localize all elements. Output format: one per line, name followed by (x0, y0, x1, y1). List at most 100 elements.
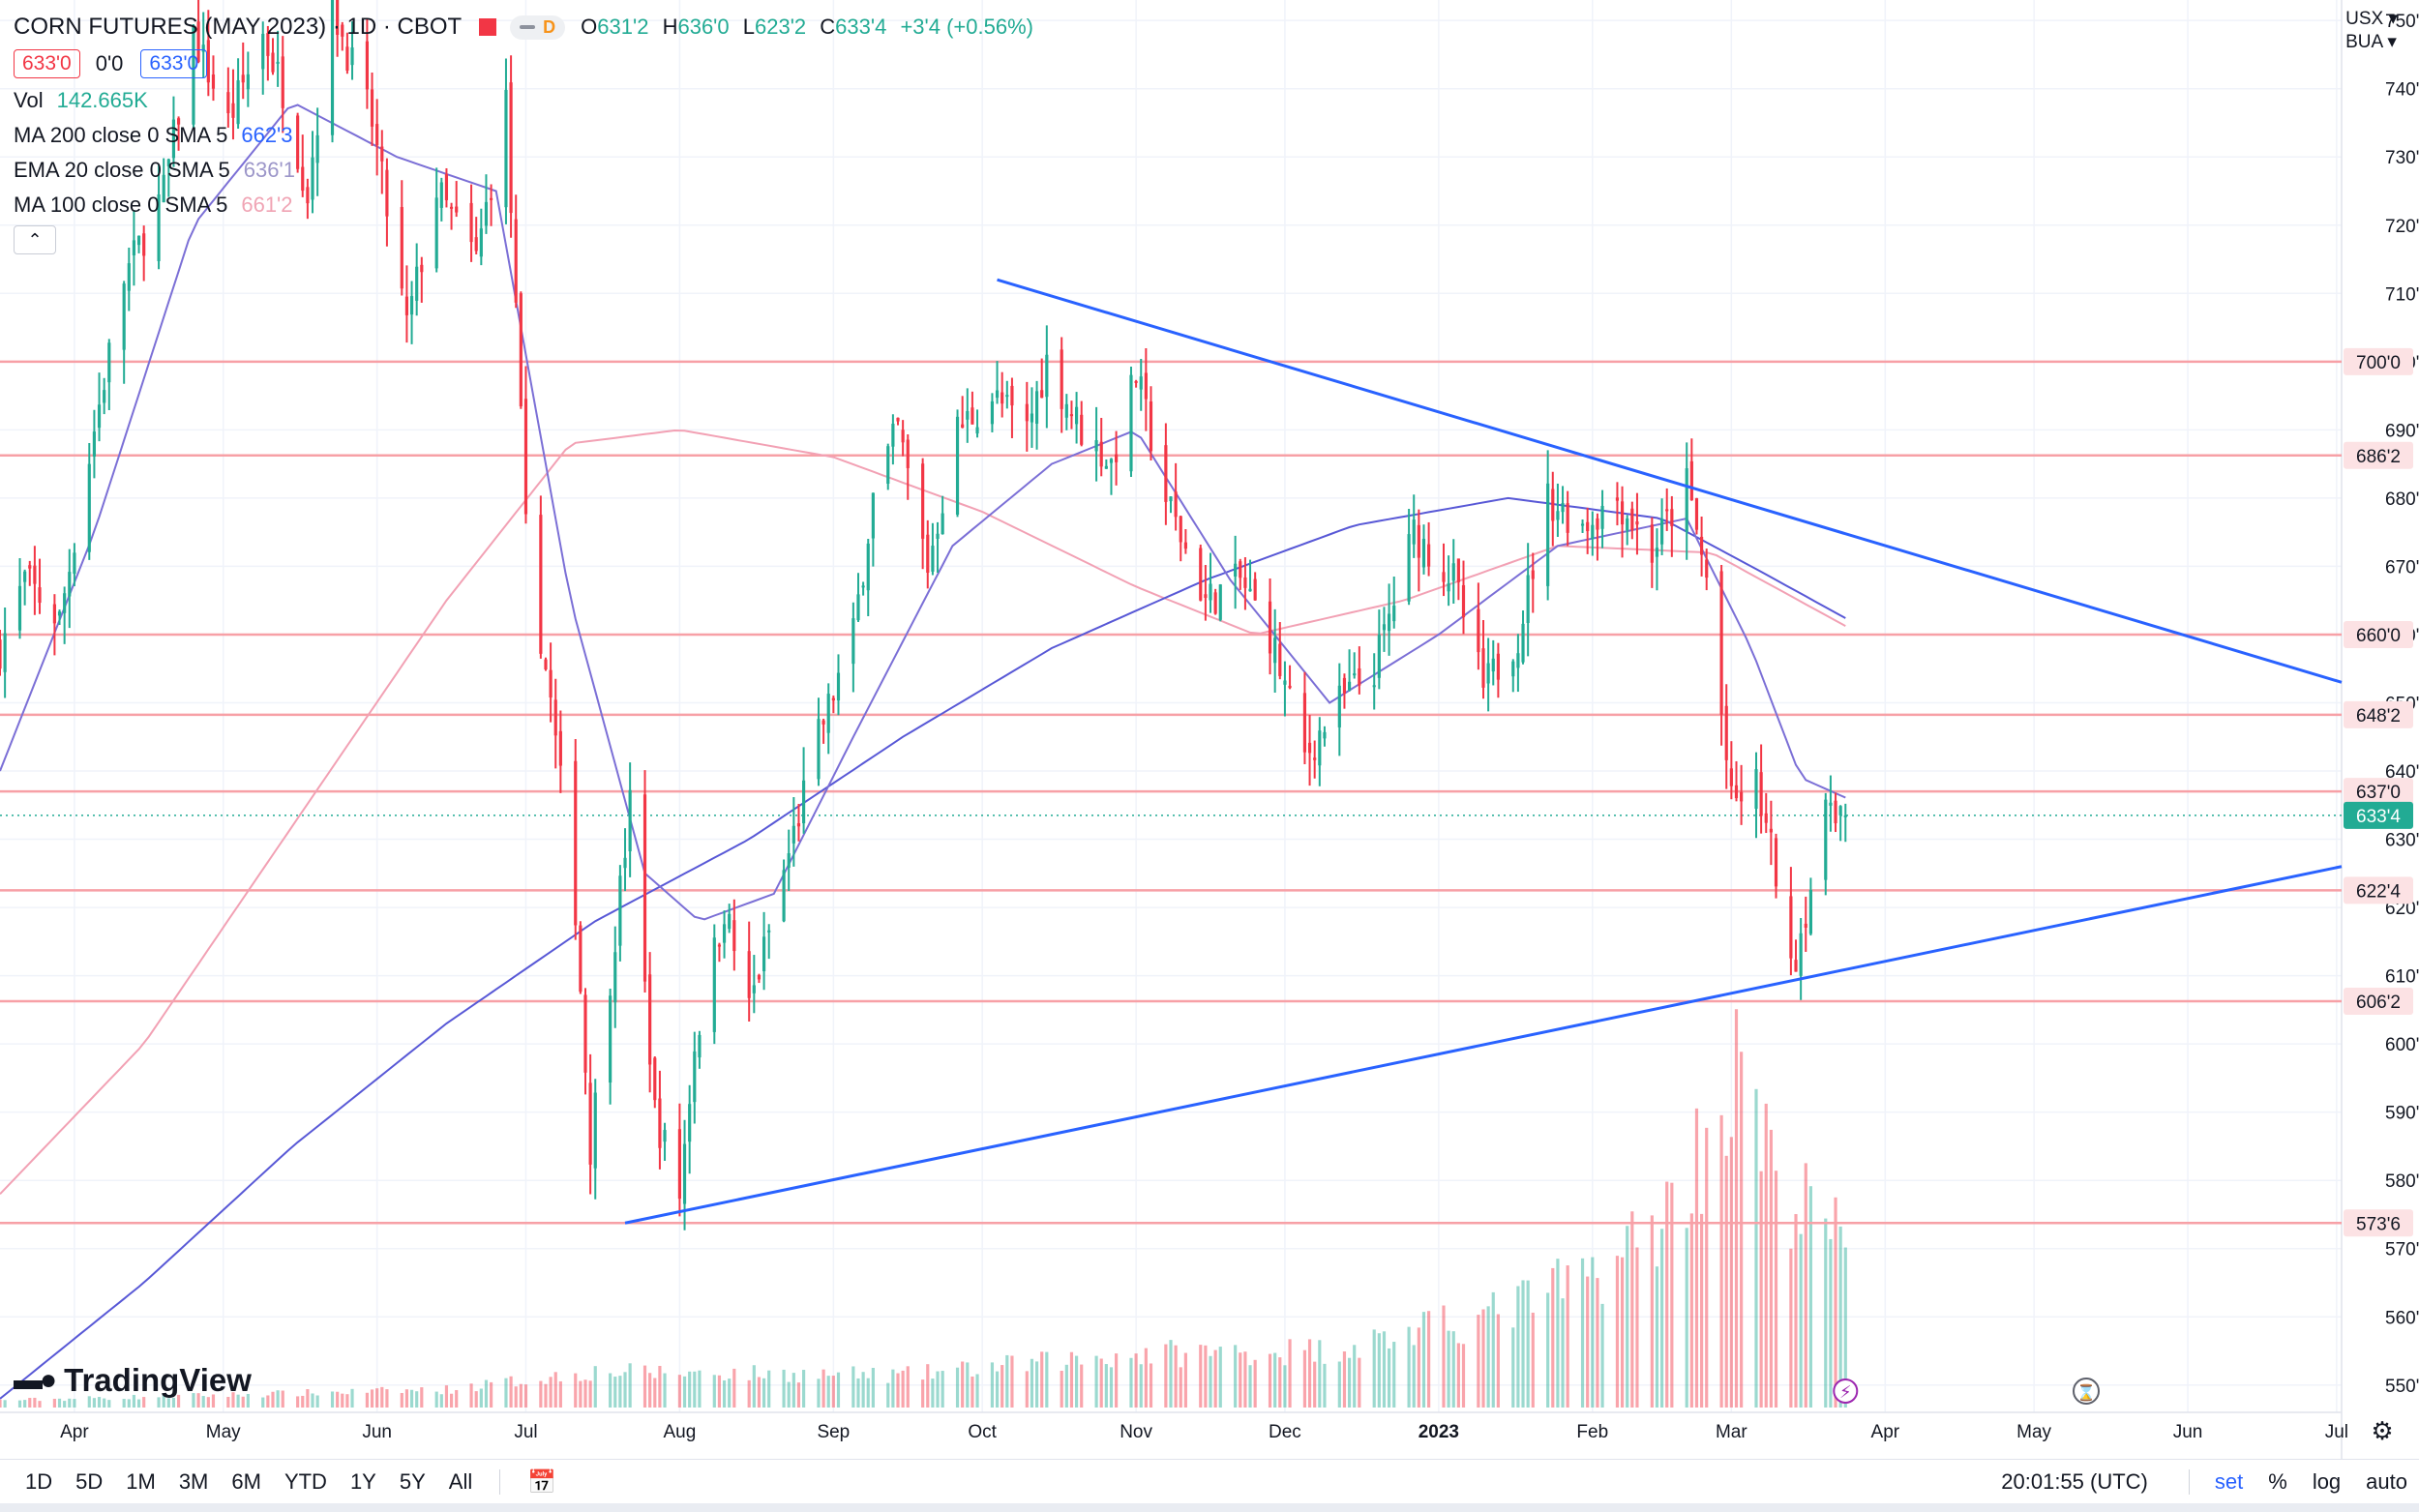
candle (1655, 548, 1659, 557)
volume-bar (1615, 1256, 1620, 1408)
volume-bar (1392, 1342, 1396, 1408)
level-price-label: 622'4 (2356, 881, 2401, 902)
volume-bar (365, 1392, 369, 1408)
candle (1447, 583, 1450, 592)
time-axis[interactable]: Apr May Jun Jul Aug Sep Oct Nov Dec 2023 Feb Mar Apr… (60, 1422, 2348, 1442)
volume-bar (851, 1366, 855, 1408)
candle (796, 823, 801, 827)
volume-bar (1164, 1344, 1168, 1408)
candle (1620, 501, 1625, 525)
volume-bar (455, 1389, 459, 1408)
candle (722, 924, 727, 943)
volume-bar (261, 1397, 265, 1408)
flag-icon[interactable] (479, 18, 497, 36)
candle (0, 639, 2, 669)
price-tick-label: 720'0 (2385, 217, 2419, 237)
candle (1139, 376, 1143, 390)
candle (1759, 772, 1763, 816)
candle (271, 52, 275, 73)
utc-clock[interactable]: 20:01:55 (UTC) (2001, 1469, 2148, 1494)
candle (192, 25, 195, 125)
candle (296, 115, 300, 169)
volume-bar (831, 1376, 835, 1408)
volume-bar (693, 1371, 697, 1408)
candle (1283, 680, 1287, 685)
candle (762, 936, 766, 971)
volume-bar (1655, 1266, 1659, 1408)
volume-bar (1764, 1103, 1768, 1408)
timeframe-1m[interactable]: 1M (126, 1469, 156, 1494)
price-axis[interactable]: 550'0560'0570'0580'0590'0600'0610'0620'0… (2344, 12, 2419, 1397)
volume-bar (1144, 1348, 1148, 1408)
volume-bar (132, 1394, 136, 1408)
volume-bar (1183, 1352, 1187, 1408)
price-chart[interactable]: 550'0560'0570'0580'0590'0600'0610'0620'0… (0, 0, 2419, 1459)
trendlines[interactable] (624, 278, 2343, 1225)
volume-bar (787, 1381, 791, 1408)
sell-price[interactable]: 633'0 (14, 49, 80, 78)
volume-bar (1769, 1129, 1773, 1408)
volume-bar (1754, 1088, 1758, 1408)
log-toggle[interactable]: log (2312, 1469, 2342, 1494)
auto-toggle[interactable]: auto (2366, 1469, 2407, 1494)
timeframe-5y[interactable]: 5Y (399, 1469, 426, 1494)
price-tick-label: 570'0 (2385, 1240, 2419, 1260)
volume-bar (28, 1398, 32, 1408)
volume-bar (955, 1367, 960, 1408)
volume-bar (648, 1373, 652, 1408)
volume-bar (1169, 1340, 1173, 1408)
tradingview-logo[interactable]: ▬● TradingView (14, 1362, 252, 1398)
date-range-icon[interactable]: 📅 (527, 1468, 557, 1496)
level-price-badge (2344, 347, 2413, 375)
timeframe-1d[interactable]: 1D (25, 1469, 53, 1494)
session-toggle[interactable]: set (2214, 1469, 2244, 1494)
candle (583, 994, 587, 1073)
timeframe-ytd[interactable]: YTD (284, 1469, 327, 1494)
candle (1273, 637, 1277, 664)
percent-toggle[interactable]: % (2268, 1469, 2287, 1494)
ma200-name[interactable]: MA 200 close 0 SMA 5 (14, 123, 228, 147)
volume-bar (836, 1372, 841, 1408)
buy-price[interactable]: 633'0 (140, 49, 208, 78)
candle (1496, 653, 1500, 680)
timeframe-3m[interactable]: 3M (178, 1469, 209, 1494)
ma100-name[interactable]: MA 100 close 0 SMA 5 (14, 193, 228, 217)
candle (345, 46, 349, 72)
interval-badge: D (543, 16, 556, 37)
currency-label[interactable]: USX ▾ (2345, 9, 2398, 29)
symbol-title[interactable]: CORN FUTURES (MAY 2023) · 1D · CBOT (14, 14, 463, 40)
candle (1358, 667, 1361, 686)
ema20-name[interactable]: EMA 20 close 0 SMA 5 (14, 158, 230, 182)
candle (266, 33, 270, 56)
timeframe-5d[interactable]: 5D (75, 1469, 104, 1494)
timeframe-all[interactable]: All (448, 1469, 473, 1494)
candle (926, 534, 930, 574)
horizontal-levels[interactable] (0, 360, 2342, 1225)
candle (747, 951, 751, 998)
candle (791, 825, 795, 844)
volume-bar (444, 1385, 449, 1408)
volume-bar (1030, 1358, 1034, 1408)
candle (1556, 511, 1560, 520)
candle (415, 266, 419, 301)
interval-pill[interactable]: D (510, 15, 566, 40)
volume-bar (682, 1376, 687, 1408)
volume-bar (474, 1391, 478, 1408)
candle (1372, 685, 1376, 688)
volume-bar (1094, 1355, 1098, 1408)
candlesticks (0, 0, 1847, 1230)
volume-bar (558, 1380, 562, 1408)
candle (162, 174, 165, 203)
unit-label[interactable]: BUA ▾ (2345, 32, 2397, 52)
chevron-up-icon[interactable]: ⌃ (14, 225, 56, 254)
volume-bar (52, 1398, 56, 1408)
volume-bar (306, 1389, 310, 1408)
vol-name[interactable]: Vol (14, 88, 44, 112)
volume-bar (514, 1386, 518, 1408)
candle (236, 80, 240, 125)
timeframe-6m[interactable]: 6M (231, 1469, 261, 1494)
timeframe-1y[interactable]: 1Y (349, 1469, 376, 1494)
candle (1799, 933, 1803, 976)
axis-currency[interactable]: USX ▾ BUA ▾ (2345, 8, 2398, 54)
candle (504, 89, 508, 208)
